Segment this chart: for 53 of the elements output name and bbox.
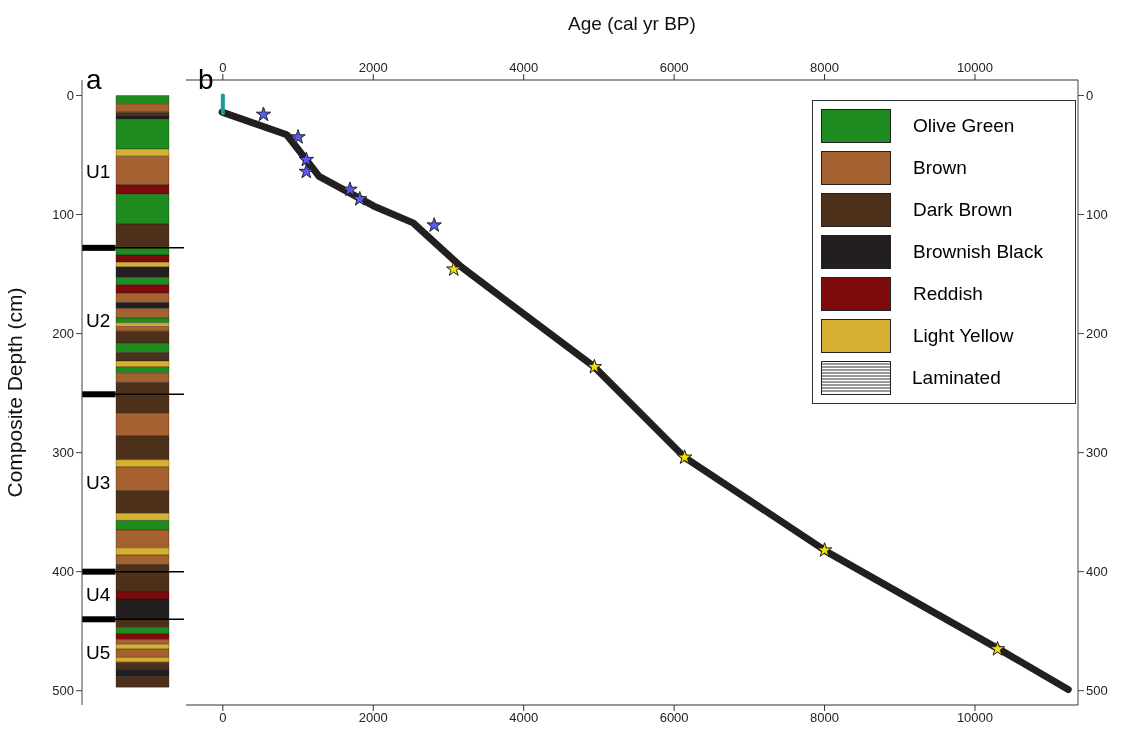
point [352,191,368,206]
legend-label: Dark Brown [913,199,1013,221]
x-tick-label: 8000 [810,60,839,75]
annotation: U3 [86,471,111,493]
legend-label: Brown [913,157,967,179]
x2-tick-label: 8000 [810,710,839,726]
x2-tick-label: 4000 [509,710,539,726]
legend-label: Olive Green [913,115,1015,137]
y-tick-label: 500 [52,683,74,699]
point [426,217,442,232]
y-tick-label: 100 [1086,207,1108,223]
x-tick-label: 0 [219,60,227,75]
legend-label: Light Yellow [913,325,1014,347]
x2-tick-label: 2000 [358,710,388,726]
x2-tick-label: 0 [219,710,227,726]
point [816,542,833,557]
x2-tick-label: 10000 [956,710,994,726]
x2-axis-title: Age (cal yr BP) [568,13,696,35]
x-tick-label: 10000 [956,60,994,75]
x-tick-label: 6000 [659,60,689,75]
y-tick-label: 300 [52,445,74,461]
y-tick-label: 200 [1086,326,1108,342]
annotation: Laminated [912,367,1001,389]
y-axis-title: Composite Depth (cm) [3,287,27,498]
legend-label: Brownish Black [913,241,1043,263]
chart-title: b [198,64,214,95]
y-tick-label: 400 [52,564,74,580]
point [290,129,306,144]
annotation: U1 [86,160,111,182]
y-tick-label: 400 [1086,564,1108,580]
point [342,181,358,197]
annotation: U2 [86,310,111,332]
y-tick-label: 300 [1086,445,1108,461]
point [989,641,1006,656]
bar [115,648,170,658]
point [586,358,603,374]
y-tick-label: 0 [66,88,74,104]
point [298,151,315,167]
point [298,163,315,179]
point [446,261,462,276]
point [255,106,272,122]
x-tick-label: 2000 [358,60,388,75]
annotation: U4 [86,584,111,606]
point [676,449,693,464]
y-tick-label: 500 [1086,683,1108,699]
y-tick-label: 200 [52,326,74,342]
chart-title: a [86,64,102,95]
x2-tick-label: 6000 [659,710,689,726]
legend-label: Reddish [913,283,983,305]
x-tick-label: 4000 [509,60,539,75]
y-tick-label: 0 [1086,88,1094,104]
y-tick-label: 100 [52,207,74,223]
annotation: U5 [86,642,111,664]
